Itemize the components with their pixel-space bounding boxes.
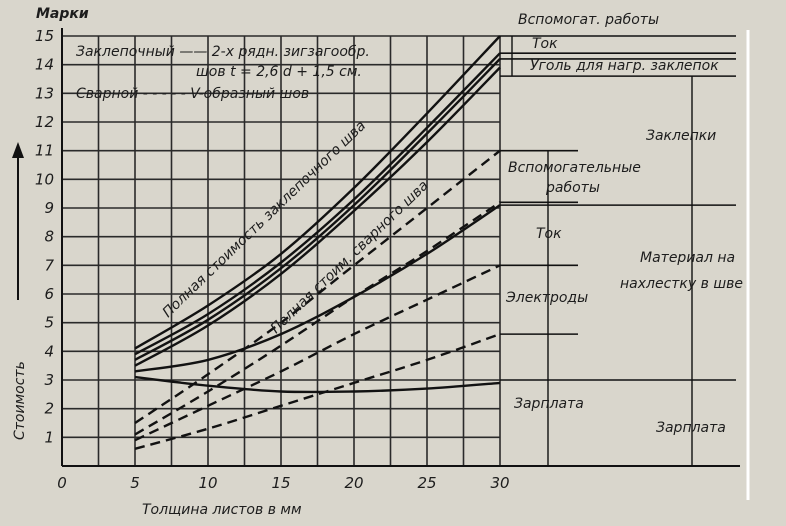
label-welded-aux-1: Вспомогательные bbox=[508, 160, 641, 176]
y-tick-label: 15 bbox=[35, 27, 54, 45]
label-riveted-current: Ток bbox=[532, 36, 558, 52]
y-tick-label: 4 bbox=[44, 342, 54, 360]
label-welded-wages: Зарплата bbox=[514, 396, 584, 412]
riveted-series-line bbox=[134, 58, 501, 361]
x-tick-label: 25 bbox=[417, 474, 436, 492]
y-tick-label: 14 bbox=[35, 56, 54, 74]
legend-riveted-detail: шов t = 2,6 d + 1,5 см. bbox=[196, 64, 362, 80]
riveted-series-line bbox=[134, 375, 501, 394]
x-tick-label: 5 bbox=[130, 474, 140, 492]
y-axis-top-label: Марки bbox=[36, 6, 89, 22]
welded-series-line bbox=[134, 149, 501, 424]
label-welded-current: Ток bbox=[536, 226, 562, 242]
legend-welded: Сварной - - - - - V-образный шов bbox=[76, 86, 309, 102]
x-tick-label: 15 bbox=[271, 474, 290, 492]
y-arrow-head bbox=[12, 142, 24, 158]
label-welded-electrodes: Электроды bbox=[505, 290, 588, 306]
y-tick-label: 10 bbox=[35, 170, 54, 188]
series-layer bbox=[134, 35, 501, 450]
label-riveted-material-2: нахлестку в шве bbox=[620, 276, 743, 292]
welded-series-line bbox=[134, 332, 501, 450]
x-tick-label: 20 bbox=[344, 474, 363, 492]
label-welded-aux-2: работы bbox=[545, 180, 600, 196]
x-tick-label: 30 bbox=[490, 474, 509, 492]
welded-series-line bbox=[134, 201, 501, 436]
y-tick-label: 12 bbox=[35, 113, 54, 131]
riveted-series-line bbox=[134, 66, 501, 367]
y-tick-label: 7 bbox=[44, 256, 54, 274]
y-axis-side-label: Стоимость bbox=[12, 361, 28, 440]
label-riveted-rivets: Заклепки bbox=[646, 128, 716, 144]
x-axis-label: Толщина листов в мм bbox=[142, 502, 302, 518]
y-tick-label: 1 bbox=[44, 428, 54, 446]
y-tick-label: 9 bbox=[44, 199, 54, 217]
side-brackets bbox=[500, 30, 750, 500]
x-tick-label: 0 bbox=[57, 474, 67, 492]
label-riveted-material-1: Материал на bbox=[640, 250, 735, 266]
legend-riveted: Заклепочный —— 2-х рядн. зигзагообр. bbox=[76, 44, 370, 60]
y-tick-label: 2 bbox=[44, 400, 54, 418]
label-riveted-wages: Зарплата bbox=[656, 420, 726, 436]
label-riveted-coal: Уголь для нагр. заклепок bbox=[530, 58, 719, 74]
y-tick-label: 6 bbox=[44, 285, 54, 303]
y-tick-label: 11 bbox=[35, 142, 54, 160]
riveted-series-line bbox=[134, 52, 501, 356]
y-tick-label: 8 bbox=[44, 228, 54, 246]
y-tick-label: 5 bbox=[44, 314, 54, 332]
label-riveted-aux: Вспомогат. работы bbox=[518, 12, 659, 28]
x-tick-label: 10 bbox=[198, 474, 217, 492]
y-tick-label: 3 bbox=[44, 371, 54, 389]
riveted-series-line bbox=[134, 35, 501, 350]
riveted-series-line bbox=[134, 204, 501, 373]
y-tick-label: 13 bbox=[35, 84, 54, 102]
